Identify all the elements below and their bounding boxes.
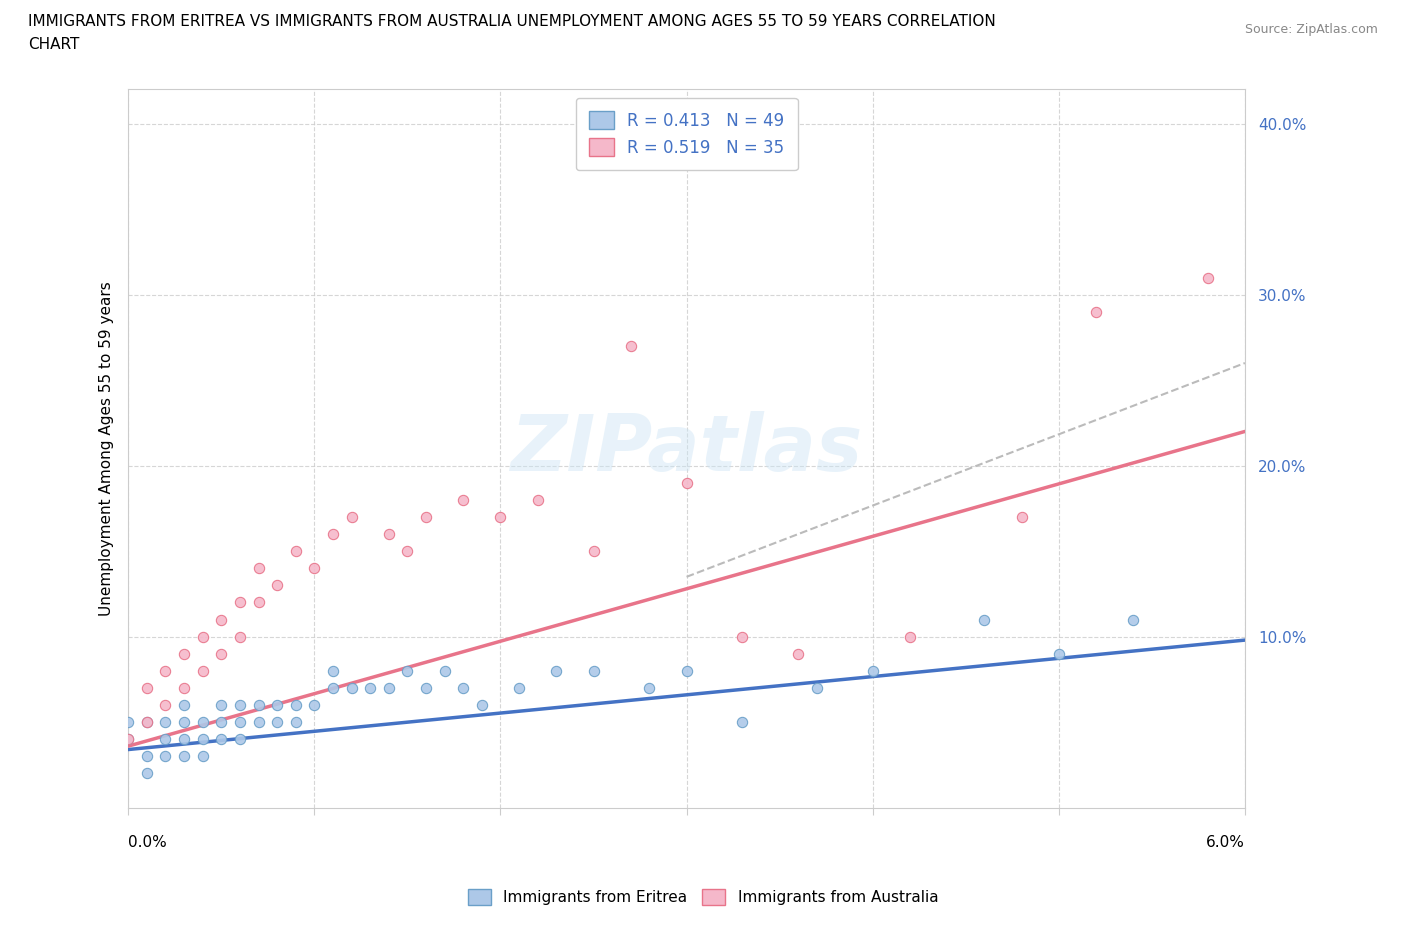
Text: CHART: CHART xyxy=(28,37,80,52)
Point xyxy=(284,544,307,559)
Point xyxy=(155,663,177,678)
Point xyxy=(247,561,270,576)
Point xyxy=(620,339,643,353)
Text: ZIPatlas: ZIPatlas xyxy=(510,410,863,486)
Point xyxy=(266,578,288,592)
Point xyxy=(973,612,995,627)
Point xyxy=(787,646,810,661)
Point xyxy=(173,715,195,730)
Point xyxy=(229,715,252,730)
Point xyxy=(415,510,437,525)
Point xyxy=(155,749,177,764)
Point xyxy=(247,715,270,730)
Point xyxy=(862,663,884,678)
Point xyxy=(173,698,195,712)
Point xyxy=(155,715,177,730)
Text: IMMIGRANTS FROM ERITREA VS IMMIGRANTS FROM AUSTRALIA UNEMPLOYMENT AMONG AGES 55 : IMMIGRANTS FROM ERITREA VS IMMIGRANTS FR… xyxy=(28,14,995,29)
Point xyxy=(396,663,419,678)
Point xyxy=(451,492,474,507)
Text: Source: ZipAtlas.com: Source: ZipAtlas.com xyxy=(1244,23,1378,36)
Text: 0.0%: 0.0% xyxy=(128,835,167,850)
Legend: Immigrants from Eritrea, Immigrants from Australia: Immigrants from Eritrea, Immigrants from… xyxy=(460,882,946,913)
Point xyxy=(191,749,214,764)
Point xyxy=(209,698,232,712)
Point xyxy=(173,732,195,747)
Point xyxy=(155,732,177,747)
Point xyxy=(191,732,214,747)
Point xyxy=(284,715,307,730)
Point xyxy=(806,681,828,696)
Point xyxy=(546,663,568,678)
Point xyxy=(173,749,195,764)
Point xyxy=(396,544,419,559)
Point xyxy=(266,698,288,712)
Point xyxy=(209,612,232,627)
Point xyxy=(304,561,326,576)
Point xyxy=(117,732,139,747)
Point xyxy=(209,715,232,730)
Point xyxy=(898,630,921,644)
Point xyxy=(173,681,195,696)
Point xyxy=(1122,612,1144,627)
Y-axis label: Unemployment Among Ages 55 to 59 years: Unemployment Among Ages 55 to 59 years xyxy=(100,281,114,616)
Point xyxy=(229,732,252,747)
Point xyxy=(359,681,381,696)
Point xyxy=(135,766,157,781)
Point xyxy=(675,663,697,678)
Point xyxy=(229,630,252,644)
Legend: R = 0.413   N = 49, R = 0.519   N = 35: R = 0.413 N = 49, R = 0.519 N = 35 xyxy=(575,98,797,170)
Point xyxy=(582,663,605,678)
Point xyxy=(191,663,214,678)
Point xyxy=(135,715,157,730)
Point xyxy=(378,681,401,696)
Point xyxy=(731,715,754,730)
Point xyxy=(135,681,157,696)
Point xyxy=(340,510,363,525)
Point xyxy=(284,698,307,712)
Point xyxy=(322,681,344,696)
Point xyxy=(322,526,344,541)
Point xyxy=(451,681,474,696)
Point xyxy=(1047,646,1070,661)
Point xyxy=(173,646,195,661)
Point xyxy=(415,681,437,696)
Point xyxy=(117,715,139,730)
Point xyxy=(191,715,214,730)
Point xyxy=(229,698,252,712)
Point xyxy=(209,732,232,747)
Point xyxy=(135,715,157,730)
Point xyxy=(638,681,661,696)
Point xyxy=(526,492,548,507)
Point xyxy=(322,663,344,678)
Point xyxy=(471,698,494,712)
Point xyxy=(340,681,363,696)
Point xyxy=(247,595,270,610)
Point xyxy=(378,526,401,541)
Point xyxy=(304,698,326,712)
Point xyxy=(247,698,270,712)
Point xyxy=(155,698,177,712)
Point xyxy=(508,681,530,696)
Point xyxy=(229,595,252,610)
Point xyxy=(117,732,139,747)
Point xyxy=(433,663,456,678)
Point xyxy=(731,630,754,644)
Point xyxy=(266,715,288,730)
Text: 6.0%: 6.0% xyxy=(1206,835,1244,850)
Point xyxy=(135,749,157,764)
Point xyxy=(1011,510,1033,525)
Point xyxy=(675,475,697,490)
Point xyxy=(1197,270,1219,285)
Point xyxy=(209,646,232,661)
Point xyxy=(191,630,214,644)
Point xyxy=(1085,304,1108,319)
Point xyxy=(582,544,605,559)
Point xyxy=(489,510,512,525)
